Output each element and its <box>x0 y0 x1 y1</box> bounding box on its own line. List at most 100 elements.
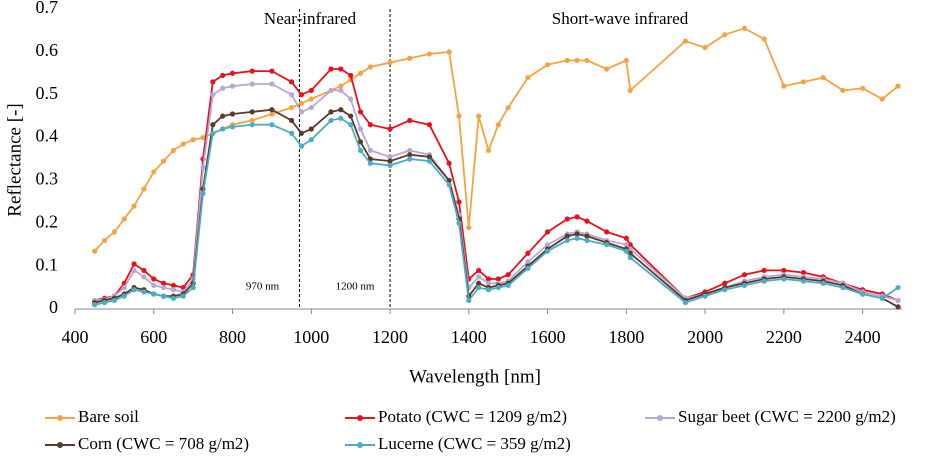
data-point <box>220 85 226 91</box>
x-tick-label: 600 <box>140 327 167 347</box>
legend-label: Sugar beet (CWC = 2200 g/m2) <box>678 407 896 426</box>
data-point <box>544 229 551 235</box>
data-point <box>288 104 295 111</box>
data-point <box>627 246 633 252</box>
data-point <box>446 182 452 188</box>
data-point <box>357 126 364 132</box>
data-point <box>456 113 462 119</box>
data-point <box>840 284 846 291</box>
y-tick-label: 0 <box>49 297 58 317</box>
data-point <box>367 64 373 70</box>
data-point <box>485 276 492 282</box>
data-point <box>860 85 866 91</box>
data-point <box>860 291 866 297</box>
data-point <box>407 55 413 61</box>
data-point <box>141 186 147 192</box>
data-point <box>604 66 610 72</box>
data-point <box>288 117 295 124</box>
data-point <box>781 267 787 274</box>
data-point <box>564 57 570 64</box>
data-point <box>308 126 314 132</box>
data-point <box>190 137 196 143</box>
data-point <box>446 177 452 184</box>
data-point <box>623 235 629 241</box>
data-point <box>298 130 305 136</box>
data-point <box>387 59 393 66</box>
data-point <box>426 158 433 164</box>
series-line <box>94 83 899 302</box>
data-point <box>111 297 117 304</box>
data-point <box>269 68 275 74</box>
y-tick-label: 0.5 <box>36 83 59 103</box>
data-point <box>895 83 901 89</box>
data-point <box>505 272 511 278</box>
data-point <box>584 57 590 64</box>
data-point <box>761 267 767 274</box>
data-point <box>426 51 433 57</box>
data-point <box>288 130 295 136</box>
data-point <box>200 164 206 171</box>
data-point <box>505 282 511 289</box>
data-point <box>348 113 354 119</box>
data-point <box>505 104 511 111</box>
data-point <box>426 122 433 128</box>
data-point <box>269 107 275 113</box>
data-point <box>328 117 334 124</box>
data-point <box>161 293 167 299</box>
data-point <box>623 248 629 254</box>
data-point <box>387 126 393 132</box>
data-point <box>161 280 167 286</box>
data-point <box>190 284 196 291</box>
y-axis-title: Reflectance [-] <box>4 103 25 216</box>
region-label: Near-infrared <box>264 9 357 28</box>
data-point <box>722 287 728 293</box>
data-point <box>722 32 728 38</box>
data-point <box>627 254 633 261</box>
data-point <box>229 70 236 76</box>
data-point <box>338 66 344 72</box>
legend-marker <box>57 442 63 448</box>
region-label: Short-wave infrared <box>552 9 689 28</box>
data-point <box>446 49 452 55</box>
data-point <box>879 96 885 102</box>
legend-marker <box>57 415 63 421</box>
data-point <box>249 109 255 115</box>
reference-label: 1200 nm <box>336 281 375 293</box>
data-point <box>220 72 226 79</box>
data-point <box>220 126 226 132</box>
data-point <box>895 304 901 310</box>
data-point <box>229 111 236 117</box>
data-point <box>101 299 108 306</box>
x-tick-label: 2000 <box>687 327 723 347</box>
data-point <box>298 109 305 115</box>
data-point <box>170 295 177 301</box>
data-point <box>161 158 167 164</box>
legend-label: Lucerne (CWC = 359 g/m2) <box>378 434 571 453</box>
x-tick-label: 2400 <box>845 327 881 347</box>
data-point <box>495 284 501 291</box>
legend-marker <box>357 415 363 421</box>
data-point <box>895 297 901 304</box>
data-point <box>269 111 275 117</box>
data-point <box>298 100 305 106</box>
data-point <box>485 280 492 286</box>
data-point <box>121 216 127 222</box>
data-point <box>229 83 236 89</box>
legend-label: Bare soil <box>78 407 139 426</box>
data-point <box>308 96 314 102</box>
x-tick-label: 400 <box>62 327 89 347</box>
y-tick-label: 0.7 <box>36 0 59 17</box>
legend-marker <box>657 415 663 421</box>
y-tick-label: 0.2 <box>36 211 59 231</box>
data-point <box>485 287 492 293</box>
data-point <box>348 96 354 102</box>
data-point <box>604 242 610 248</box>
legend-marker <box>357 442 363 448</box>
data-point <box>141 267 147 274</box>
data-point <box>840 87 846 94</box>
data-point <box>357 147 364 154</box>
data-point <box>200 190 206 196</box>
data-point <box>308 137 314 143</box>
data-point <box>269 122 275 128</box>
data-point <box>722 280 728 286</box>
